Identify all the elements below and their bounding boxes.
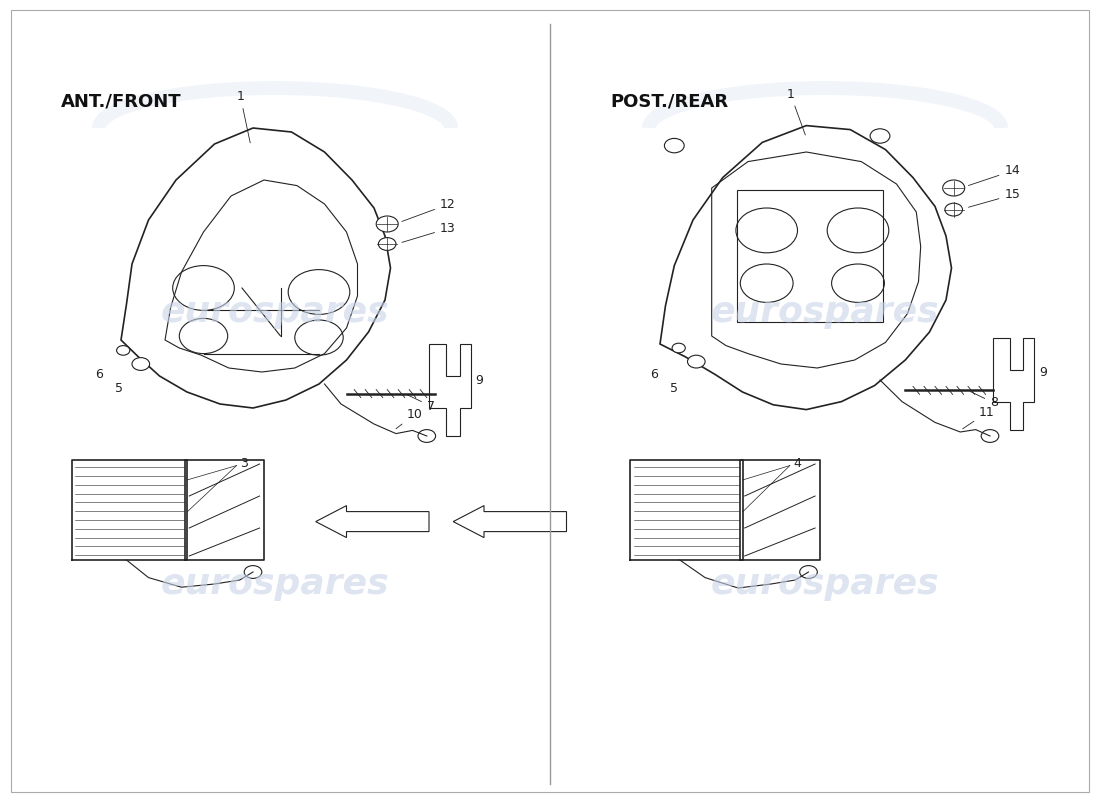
Text: 9: 9 (1040, 366, 1047, 379)
Text: 4: 4 (793, 457, 801, 470)
Text: 3: 3 (240, 457, 248, 470)
Text: 14: 14 (968, 164, 1020, 186)
Circle shape (664, 138, 684, 153)
Text: 10: 10 (396, 408, 422, 429)
Text: 7: 7 (407, 395, 434, 413)
Circle shape (945, 203, 962, 216)
Text: 11: 11 (962, 406, 994, 429)
Text: eurospares: eurospares (161, 567, 389, 601)
Circle shape (943, 180, 965, 196)
Text: 5: 5 (114, 382, 123, 395)
Text: 9: 9 (475, 374, 483, 387)
Circle shape (870, 129, 890, 143)
Text: 15: 15 (968, 188, 1020, 207)
Text: 12: 12 (402, 198, 455, 222)
Text: 6: 6 (650, 367, 659, 381)
Text: 5: 5 (670, 382, 679, 395)
FancyArrow shape (316, 506, 429, 538)
Text: ANT./FRONT: ANT./FRONT (60, 92, 182, 110)
Circle shape (132, 358, 150, 370)
Circle shape (376, 216, 398, 232)
Text: 13: 13 (402, 222, 455, 242)
Text: POST./REAR: POST./REAR (610, 92, 728, 110)
Text: 1: 1 (236, 90, 250, 143)
Text: eurospares: eurospares (711, 295, 939, 329)
Text: eurospares: eurospares (161, 295, 389, 329)
Circle shape (800, 566, 817, 578)
Text: eurospares: eurospares (711, 567, 939, 601)
Circle shape (244, 566, 262, 578)
Text: 1: 1 (786, 88, 805, 135)
Circle shape (378, 238, 396, 250)
Text: 6: 6 (95, 368, 103, 382)
Text: 8: 8 (970, 392, 998, 410)
FancyArrow shape (453, 506, 566, 538)
Circle shape (117, 346, 130, 355)
Circle shape (981, 430, 999, 442)
Circle shape (688, 355, 705, 368)
Circle shape (672, 343, 685, 353)
Circle shape (418, 430, 436, 442)
